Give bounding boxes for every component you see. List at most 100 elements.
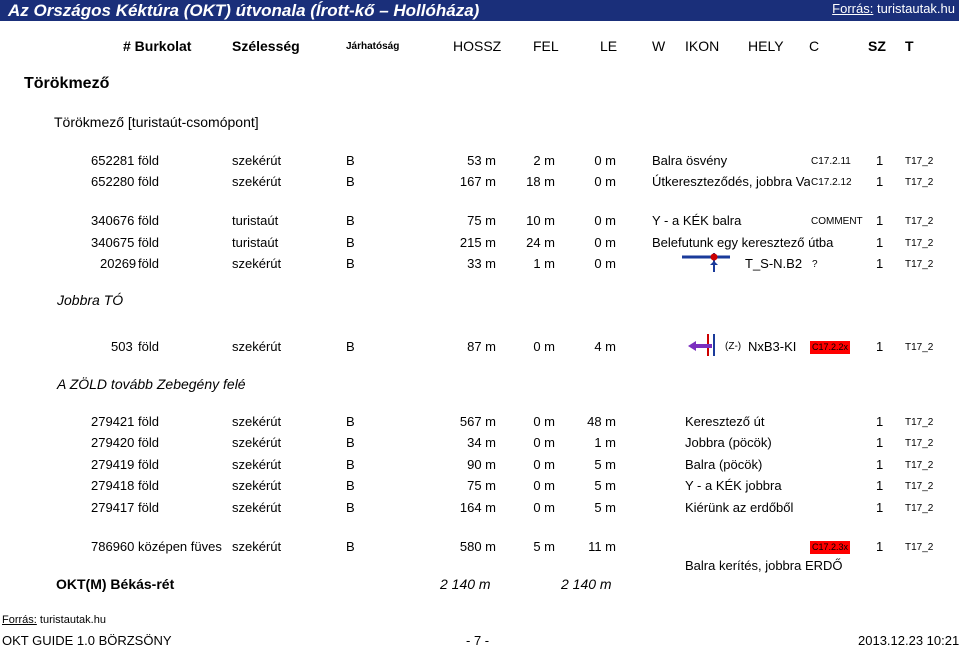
turn-left-arrow-icon: [688, 334, 715, 356]
row-down: 5 m: [594, 457, 616, 472]
col-w: W: [652, 38, 666, 54]
row-down: 0 m: [594, 174, 616, 189]
row-down: 0 m: [594, 235, 616, 250]
row-surface: föld: [138, 174, 159, 189]
source-link[interactable]: turistautak.hu: [876, 1, 955, 16]
row-down: 5 m: [594, 500, 616, 515]
col-szelesseg: Szélesség: [232, 38, 300, 54]
row-id: 652281: [91, 153, 135, 168]
row-t: T17_2: [905, 177, 934, 188]
row-class: B: [346, 414, 355, 429]
row-type: turistaút: [232, 235, 279, 250]
footer-guide: OKT GUIDE 1.0 BÖRZSÖNY: [2, 633, 172, 648]
row-type: szekérút: [232, 539, 282, 554]
row-type: szekérút: [232, 435, 282, 450]
row-surface: föld: [138, 414, 159, 429]
col-burkolat: # Burkolat: [123, 38, 192, 54]
row-down: 48 m: [587, 414, 616, 429]
row-class: B: [346, 235, 355, 250]
row-desc: Balra (pöcök): [685, 457, 763, 472]
row-sz: 1: [876, 478, 884, 493]
row-down: 1 m: [594, 435, 616, 450]
row-down: 4 m: [594, 339, 616, 354]
row-surface: középen füves: [138, 539, 222, 554]
row-sz: 1: [876, 256, 884, 271]
row-surface: föld: [138, 339, 159, 354]
row-desc: Útkereszteződés, jobbra Vadász: [652, 174, 810, 189]
row-code-badge: C17.2.2x: [810, 341, 851, 354]
row-id: 279419: [91, 457, 135, 472]
footer-date: 2013.12.23 10:21: [858, 633, 959, 648]
footer-page: - 7 -: [466, 633, 490, 648]
row-class: B: [346, 153, 355, 168]
row-desc: NxB3-KI: [748, 339, 797, 354]
row-desc: T_S-N.B2: [745, 256, 803, 271]
col-hely: HELY: [748, 38, 784, 54]
source-label: Forrás:: [832, 1, 874, 16]
row-surface: föld: [138, 478, 159, 493]
row-surface: föld: [138, 435, 159, 450]
row-up: 2 m: [533, 153, 555, 168]
row-t: T17_2: [905, 238, 934, 249]
row-surface: föld: [138, 213, 159, 228]
row-length: 167 m: [459, 174, 496, 189]
row-sz: 1: [876, 339, 884, 354]
row-length: 75 m: [467, 478, 496, 493]
row-up: 0 m: [533, 457, 555, 472]
row-class: B: [346, 539, 355, 554]
row-up: 24 m: [526, 235, 555, 250]
row-length: 33 m: [467, 256, 496, 271]
row-length: 90 m: [467, 457, 496, 472]
row-length: 164 m: [459, 500, 496, 515]
row-length: 53 m: [467, 153, 496, 168]
row-type: turistaút: [232, 213, 279, 228]
row-sz: 1: [876, 457, 884, 472]
row-sz: 1: [876, 174, 884, 189]
okt-total-length: 2 140 m: [561, 576, 612, 592]
col-t: T: [905, 38, 914, 54]
col-ikon: IKON: [685, 38, 720, 54]
row-id: 20269: [100, 256, 137, 271]
direction-note: Jobbra TÓ: [57, 292, 124, 308]
page-title: Az Országos Kéktúra (OKT) útvonala (Írot…: [8, 1, 480, 20]
row-surface: föld: [138, 235, 159, 250]
row-t: T17_2: [905, 438, 934, 449]
row-length: 567 m: [459, 414, 496, 429]
footer-source-link[interactable]: turistautak.hu: [39, 614, 106, 626]
row-up: 0 m: [533, 478, 555, 493]
row-surface: föld: [138, 153, 159, 168]
row-sz: 1: [876, 213, 884, 228]
row-length: 75 m: [467, 213, 496, 228]
row-down: 0 m: [594, 256, 616, 271]
row-class: B: [346, 500, 355, 515]
row-type: szekérút: [232, 478, 282, 493]
row-desc: Balra kerítés, jobbra ERDŐ: [685, 558, 843, 573]
row-up: 0 m: [533, 500, 555, 515]
row-sz: 1: [876, 414, 884, 429]
row-down: 5 m: [594, 478, 616, 493]
row-class: B: [346, 478, 355, 493]
row-t: T17_2: [905, 216, 934, 227]
row-down: 0 m: [594, 213, 616, 228]
row-up: 0 m: [533, 414, 555, 429]
row-desc: Balra ösvény: [652, 153, 728, 168]
row-code-badge: C17.2.3x: [810, 541, 851, 554]
zone-label: (Z-): [725, 341, 742, 352]
row-up: 0 m: [533, 435, 555, 450]
col-jarhatosag: Járhatóság: [346, 41, 400, 52]
row-desc: Belefutunk egy keresztező útba: [652, 235, 834, 250]
row-surface: föld: [138, 256, 159, 271]
row-length: 215 m: [459, 235, 496, 250]
row-t: T17_2: [905, 342, 934, 353]
row-class: B: [346, 213, 355, 228]
row-length: 580 m: [459, 539, 496, 554]
col-sz: SZ: [868, 38, 886, 54]
row-t: T17_2: [905, 259, 934, 270]
row-code: C17.2.11: [811, 156, 851, 167]
row-t: T17_2: [905, 417, 934, 428]
row-sz: 1: [876, 500, 884, 515]
col-le: LE: [600, 38, 618, 54]
row-t: T17_2: [905, 460, 934, 471]
row-type: szekérút: [232, 174, 282, 189]
col-fel: FEL: [533, 38, 559, 54]
